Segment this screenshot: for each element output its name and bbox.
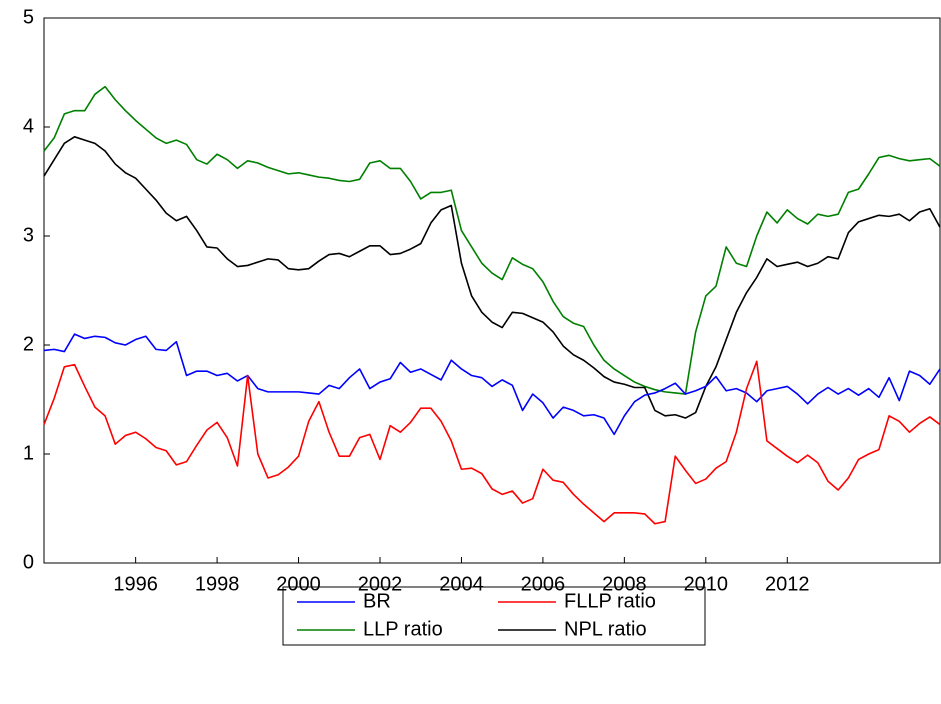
legend: BR FLLP ratio LLP ratio NPL ratio <box>282 586 706 646</box>
plot-frame <box>43 17 941 564</box>
legend-label: FLLP ratio <box>564 590 656 612</box>
legend-box <box>282 586 706 646</box>
legend-label: BR <box>363 590 391 612</box>
y-tick-label: 2 <box>23 333 34 355</box>
x-tick-label: 2008 <box>602 573 647 595</box>
x-tick-label: 2002 <box>358 573 403 595</box>
x-tick-label: 1996 <box>113 573 158 595</box>
x-tick-label: 2006 <box>521 573 566 595</box>
legend-label: LLP ratio <box>363 618 443 640</box>
x-tick-label: 2012 <box>765 573 810 595</box>
x-tick-label: 2004 <box>439 573 484 595</box>
series-line <box>43 333 941 436</box>
y-tick-label: 0 <box>23 551 34 573</box>
series-line <box>43 85 941 395</box>
x-tick-label: 2000 <box>276 573 321 595</box>
x-tick-label: 2010 <box>684 573 729 595</box>
y-tick-label: 3 <box>23 224 34 246</box>
series-line <box>43 360 941 525</box>
legend-label: NPL ratio <box>564 618 647 640</box>
series-line <box>43 136 941 419</box>
x-tick-label: 1998 <box>195 573 240 595</box>
y-tick-label: 1 <box>23 442 34 464</box>
y-tick-label: 4 <box>23 115 34 137</box>
y-tick-label: 5 <box>23 6 34 28</box>
